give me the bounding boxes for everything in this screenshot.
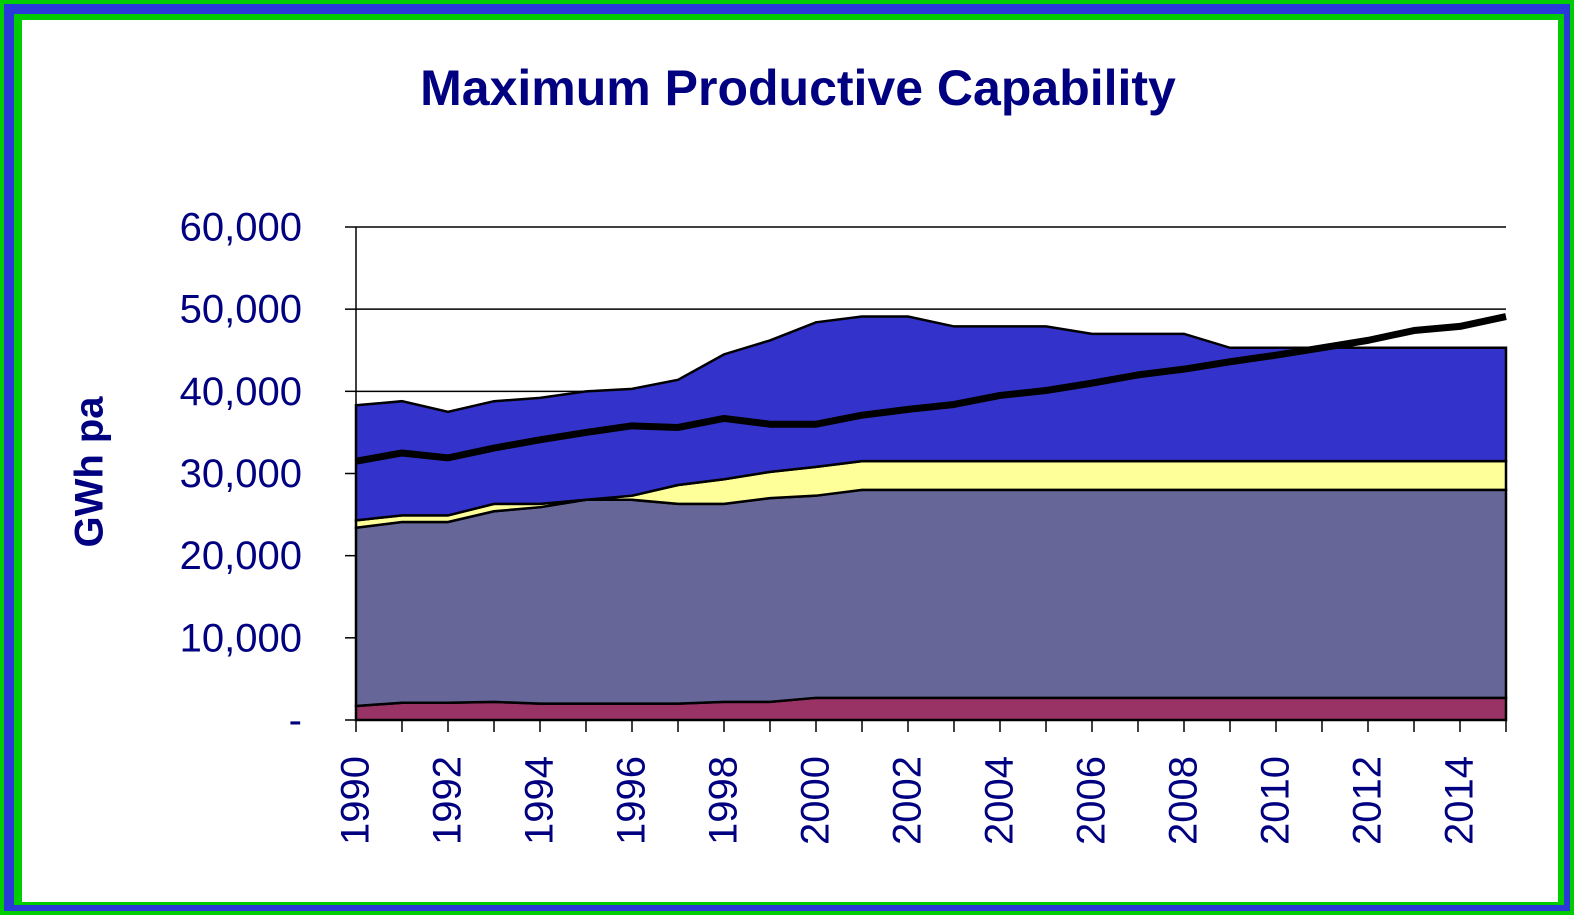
- x-tick-label: 1998: [702, 756, 746, 845]
- area: [354, 488, 1508, 708]
- x-tick-label: 2000: [794, 756, 838, 845]
- x-tick-label: 2002: [886, 756, 930, 845]
- y-tick-label: 50,000: [180, 288, 302, 332]
- x-tick-label: 2010: [1254, 756, 1298, 845]
- x-tick-label: 2004: [978, 756, 1022, 845]
- x-tick-label: 2008: [1162, 756, 1206, 845]
- y-tick-label: 60,000: [180, 206, 302, 250]
- y-tick-label: 30,000: [180, 452, 302, 496]
- y-tick-label: 20,000: [180, 534, 302, 578]
- x-tick-label: 1994: [518, 756, 562, 845]
- x-tick-label: 2014: [1438, 756, 1482, 845]
- y-tick-label: 10,000: [180, 616, 302, 660]
- x-tick-label: 1990: [334, 756, 378, 845]
- area: [354, 315, 1508, 522]
- line: [355, 313, 1507, 465]
- y-axis-label: GWh pa: [68, 396, 112, 548]
- x-tick-label: 2012: [1346, 756, 1390, 845]
- x-tick-label: 2006: [1070, 756, 1114, 845]
- y-tick-label: -: [289, 699, 302, 743]
- y-tick-label: 40,000: [180, 370, 302, 414]
- chart-title: Maximum Productive Capability: [420, 60, 1176, 116]
- x-tick-label: 1996: [610, 756, 654, 845]
- x-tick-label: 1992: [426, 756, 470, 845]
